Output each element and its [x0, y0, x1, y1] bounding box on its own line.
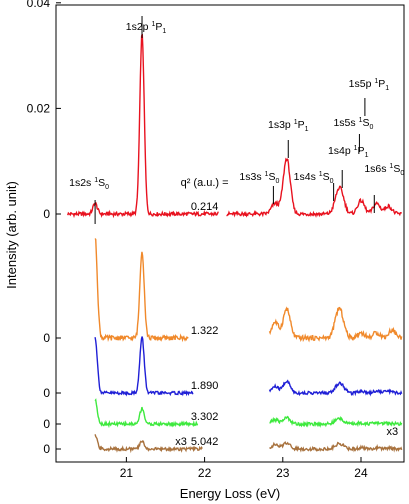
y-tick-label: 0.02: [27, 101, 51, 115]
traces: 0.214 1.322 1.890 3.302 5.042 x3 x3 q² (a.u.) =: [67, 33, 403, 454]
annotations: 1s2s 1S0 1s2p 1P1 1s3s 1S0 1s3p 1P1 1s4s 1S0…: [69, 16, 404, 224]
q2-value-label: 1.890: [191, 380, 219, 392]
plot-frame: [55, 4, 405, 463]
trace-right-segment: [268, 306, 403, 343]
trace-right-segment: [269, 441, 403, 453]
q2-value-label: 3.302: [191, 411, 219, 423]
y-tick-label: 0: [43, 207, 50, 221]
y-tick-label: 0: [43, 417, 50, 431]
scale-note: x3: [175, 436, 187, 448]
q2-value-label: 1.322: [191, 325, 219, 337]
trace-right-segment: [226, 157, 403, 218]
trace-left-segment: [94, 434, 203, 454]
trace-left-segment: [94, 238, 189, 343]
peak-label: 1s3p 1P1: [268, 119, 309, 133]
x-axis-label: Energy Loss (eV): [180, 486, 280, 501]
peak-label: 1s5s 1S0: [333, 117, 373, 131]
x-tick-label: 21: [120, 466, 134, 480]
y-tick-label: 0: [43, 442, 50, 456]
scale-note: x3: [386, 426, 398, 438]
y-tick-label: 0.04: [27, 0, 51, 10]
peak-label: 1s2s 1S0: [69, 177, 109, 191]
trace-left-segment: [67, 33, 219, 219]
trace-right-segment: [269, 415, 403, 428]
q2-header: q² (a.u.) =: [181, 177, 229, 189]
x-tick-label: 23: [276, 466, 290, 480]
x-tick-label: 24: [354, 466, 368, 480]
peak-label: 1s4p 1P1: [328, 145, 369, 159]
y-tick-label: 0: [43, 331, 50, 345]
q2-value-label: 5.042: [191, 436, 219, 448]
y-axis-label: Intensity (arb. unit): [4, 181, 19, 289]
peak-label: 1s6s 1S0: [364, 163, 404, 177]
trace-left-segment: [94, 398, 199, 429]
peak-label: 1s4s 1S0: [294, 171, 334, 185]
x-tick-label: 22: [198, 466, 212, 480]
trace-right-segment: [268, 379, 403, 397]
peak-label: 1s2p 1P1: [126, 21, 167, 35]
axis-ticks: 21 22 23 24 0 0.02 0.04 0 0 0 0: [27, 0, 368, 480]
trace-left-segment: [94, 336, 194, 397]
q2-value-label: 0.214: [191, 201, 219, 213]
peak-label: 1s3s 1S0: [239, 171, 279, 185]
peak-label: 1s5p 1P1: [349, 78, 390, 92]
y-tick-label: 0: [43, 386, 50, 400]
